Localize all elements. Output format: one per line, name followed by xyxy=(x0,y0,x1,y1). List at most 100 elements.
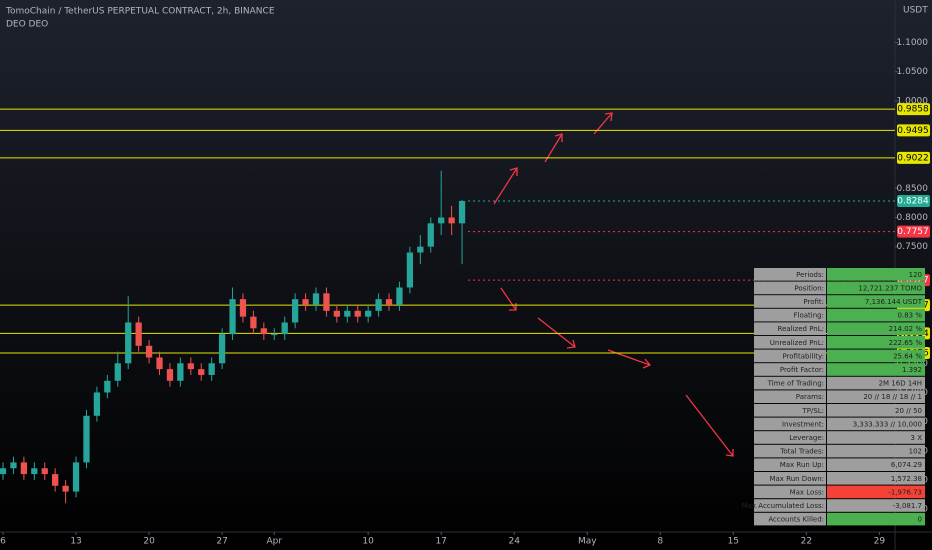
table-label-cell xyxy=(754,404,826,417)
x-tick-label: 17 xyxy=(435,537,446,547)
table-label: Profitability: xyxy=(782,352,824,360)
candle-body xyxy=(62,485,69,492)
candle-body xyxy=(354,310,361,317)
candle-body xyxy=(198,369,205,375)
arrow xyxy=(685,394,734,457)
table-value: 1,572.38 xyxy=(891,475,922,483)
table-label: Floating: xyxy=(794,312,824,320)
level-label: 0.9495 xyxy=(897,126,929,136)
table-label: TP/SL: xyxy=(801,407,824,415)
x-tick-label: 6 xyxy=(0,537,6,547)
table-label: Realized PnL: xyxy=(778,325,824,333)
table-label: Position: xyxy=(794,284,824,292)
table-label-cell xyxy=(754,458,826,471)
table-value: 0.83 % xyxy=(898,312,923,320)
chart-title: TomoChain / TetherUS PERPETUAL CONTRACT,… xyxy=(5,7,275,17)
table-label: Max Accumulated Loss: xyxy=(742,502,824,510)
table-value: 3 X xyxy=(911,434,923,442)
table-value: 0 xyxy=(918,516,922,524)
candle-body xyxy=(375,299,382,311)
table-value-cell xyxy=(827,268,925,281)
table-value-cell xyxy=(827,444,925,458)
table-value-cell xyxy=(827,404,925,417)
table-value-cell xyxy=(827,363,925,376)
table-value-cell xyxy=(827,308,925,322)
table-label: Time of Trading: xyxy=(767,380,824,388)
table-label-cell xyxy=(754,472,826,485)
indicator-name: DEO DEO xyxy=(6,20,48,30)
table-label-cell xyxy=(754,512,826,526)
arrow xyxy=(607,349,652,369)
level-label: 0.9022 xyxy=(897,153,929,163)
level-tag xyxy=(897,124,930,137)
table-value: 20 // 50 xyxy=(895,407,922,415)
candle-body xyxy=(292,299,299,323)
table-value-cell xyxy=(827,336,925,349)
candle-body xyxy=(323,293,330,311)
table-value: -1,976.73 xyxy=(888,488,922,496)
candle-body xyxy=(41,468,48,475)
x-tick-label: 27 xyxy=(216,537,227,547)
table-label-cell xyxy=(754,322,826,335)
table-value: 6,074.29 xyxy=(891,461,922,469)
candle-body xyxy=(385,299,393,305)
x-tick-label: 29 xyxy=(874,537,886,547)
candle-body xyxy=(208,363,215,375)
arrow xyxy=(544,133,563,163)
table-label-cell xyxy=(754,308,826,322)
table-value-cell xyxy=(827,390,925,403)
candle-body xyxy=(406,252,414,288)
candle-body xyxy=(312,293,320,305)
table-value: 1.392 xyxy=(902,366,922,374)
candle-body xyxy=(438,217,445,224)
table-label-cell xyxy=(754,376,826,390)
table-label-cell xyxy=(754,295,826,308)
table-value-cell xyxy=(827,349,925,363)
table-value-cell xyxy=(827,499,925,512)
table-value: 2M 16D 14H xyxy=(879,380,922,388)
table-label-cell xyxy=(754,363,826,376)
table-label: Periods: xyxy=(796,271,824,279)
table-label: Max Loss: xyxy=(790,488,824,496)
table-label-cell xyxy=(754,417,826,431)
candle-body xyxy=(396,287,403,305)
arrow xyxy=(493,167,518,205)
candle-body xyxy=(156,357,163,370)
x-tick-label: May xyxy=(578,537,597,547)
candle-body xyxy=(52,474,59,486)
level-label: 0.9858 xyxy=(897,105,929,115)
table-value-cell xyxy=(827,295,925,308)
candle-body xyxy=(302,299,309,305)
table-label-cell xyxy=(754,444,826,458)
table-label: Unrealized PnL: xyxy=(770,339,824,347)
table-value: 214.02 % xyxy=(889,325,923,333)
x-tick-label: 20 xyxy=(143,537,155,547)
candle-body xyxy=(427,223,434,247)
candle-body xyxy=(177,363,184,381)
y-tick-label: 1.0000 xyxy=(897,96,929,106)
table-value: 222.65 % xyxy=(889,339,923,347)
table-value: 3,333.333 // 10,000 xyxy=(853,420,922,428)
candle-body xyxy=(187,363,194,370)
x-tick-label: 8 xyxy=(657,537,663,547)
candle-body xyxy=(365,310,372,317)
candle-body xyxy=(145,345,153,358)
table-value: -3,081.7 xyxy=(893,502,922,510)
table-value-cell xyxy=(827,431,925,444)
x-tick-label: 13 xyxy=(70,537,81,547)
table-value-cell xyxy=(827,458,925,471)
table-label-cell xyxy=(754,431,826,444)
table-label: Total Trades: xyxy=(779,448,824,456)
currency: USDT xyxy=(903,6,928,16)
table-value: 120 xyxy=(909,271,922,279)
y-tick-label: 0.7500 xyxy=(897,242,929,252)
candle-body xyxy=(271,334,278,336)
table-value: 7,136.144 USDT xyxy=(865,298,923,306)
candle-body xyxy=(344,310,351,317)
candle-body xyxy=(10,462,17,469)
price-tag xyxy=(897,194,930,207)
candle-body xyxy=(166,369,174,381)
y-tick-label: 1.1000 xyxy=(897,38,929,48)
